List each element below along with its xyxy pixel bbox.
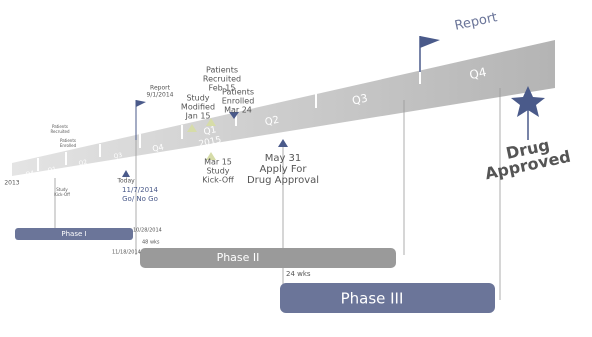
phase-date: 10/28/2014 xyxy=(133,228,162,234)
small-flag xyxy=(136,100,146,107)
milestone-label: Enrolled xyxy=(222,97,255,106)
marker xyxy=(122,170,130,177)
report-flag xyxy=(420,36,440,48)
phase-name: Phase I xyxy=(61,230,86,238)
milestone-label: Jan 15 xyxy=(184,112,210,121)
milestone-label: 11/7/2014 xyxy=(122,186,158,194)
milestone-label: Patients xyxy=(222,88,254,97)
milestone-label: Study xyxy=(56,187,68,192)
milestone-label: Recruited xyxy=(50,129,70,134)
milestone-label: Study xyxy=(186,94,209,103)
milestone-label: Kick-Off xyxy=(202,176,234,185)
milestone-label: Patients xyxy=(52,124,68,129)
quarter-label: Q3 xyxy=(351,92,369,108)
milestone-label: Report xyxy=(150,85,171,92)
milestone-label: Modified xyxy=(181,103,215,112)
marker xyxy=(187,124,197,132)
milestone-label: May 31 xyxy=(265,153,302,164)
quarter-label: Q4 xyxy=(468,65,488,82)
milestone-label: Recruited xyxy=(203,75,241,84)
phase-bar xyxy=(140,248,396,268)
year-label: 2013 xyxy=(4,180,19,187)
milestone-label: Feb 15 xyxy=(209,84,236,93)
phase-bar xyxy=(15,228,133,240)
quarter-label: Q3 xyxy=(113,152,123,161)
marker xyxy=(206,152,216,160)
phase-name: Phase II xyxy=(217,251,260,264)
quarter-label: 2015 xyxy=(198,135,222,150)
milestone-label: Mar 24 xyxy=(224,106,252,115)
phase-name: Phase III xyxy=(341,290,404,308)
phase-duration: 48 wks xyxy=(142,240,160,246)
milestone-label: Kick-Off xyxy=(54,192,70,197)
phase-duration: 24 wks xyxy=(286,270,311,278)
marker xyxy=(229,112,239,119)
milestone-label: Go/ No Go xyxy=(122,195,158,203)
quarter-label: Q2 xyxy=(78,159,88,168)
milestone-label: 9/1/2014 xyxy=(147,92,174,99)
quarter-label: Q4 xyxy=(25,170,35,179)
milestone-label: Mar 15 xyxy=(204,158,232,167)
quarter-label: Q1 xyxy=(203,125,218,137)
quarter-label: Q2 xyxy=(264,115,280,129)
star-marker xyxy=(511,86,545,117)
milestone-label: Drug Approval xyxy=(247,175,319,186)
marker xyxy=(206,118,216,126)
marker xyxy=(278,139,288,147)
report-title: Report xyxy=(453,10,498,34)
milestone-label: Patients xyxy=(206,66,238,75)
milestone-label: Apply For xyxy=(259,164,307,175)
milestone-label: Study xyxy=(206,167,229,176)
phase-date: 11/18/2014 xyxy=(112,250,141,256)
quarter-label: Q4 xyxy=(151,142,164,153)
phase-bar xyxy=(280,283,495,313)
milestone-label: Enrolled xyxy=(60,143,77,148)
connectors xyxy=(54,88,501,300)
milestone-label: Patients xyxy=(60,138,76,143)
milestone-label: Today xyxy=(116,178,135,185)
quarter-label: Q1 xyxy=(47,166,57,175)
